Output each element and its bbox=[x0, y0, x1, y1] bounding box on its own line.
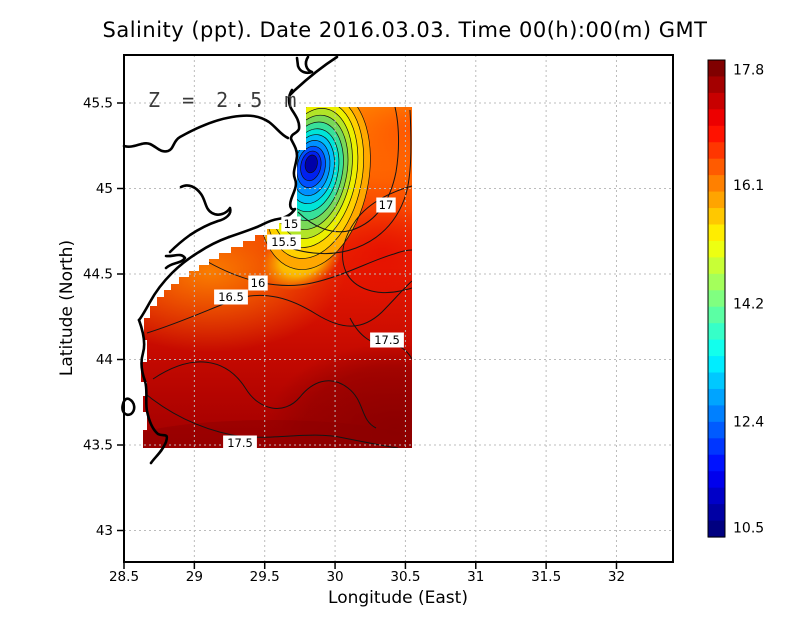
colorbar-band-8 bbox=[708, 191, 725, 209]
coast-islet bbox=[295, 55, 314, 75]
x-tick-label-29: 29 bbox=[186, 569, 203, 585]
colorbar-band-22 bbox=[708, 421, 725, 439]
contour-label-box-6 bbox=[223, 435, 257, 451]
contour-label-3: 16.5 bbox=[218, 290, 244, 304]
x-tick-label-32: 32 bbox=[608, 569, 625, 585]
y-tick-label-45: 45 bbox=[96, 181, 113, 197]
contour-17.5-lower bbox=[141, 390, 399, 448]
colorbar-band-25 bbox=[708, 471, 725, 489]
y-tick-label-43.5: 43.5 bbox=[83, 438, 113, 454]
colorbar-band-11 bbox=[708, 240, 725, 258]
colorbar-band-21 bbox=[708, 405, 725, 423]
x-axis-title: Longitude (East) bbox=[328, 588, 468, 608]
colorbar-label-10.5: 10.5 bbox=[733, 520, 764, 536]
coast-east-shore bbox=[227, 88, 301, 239]
contour-label-6: 17.5 bbox=[227, 436, 253, 450]
coast-bay-arc bbox=[122, 114, 290, 153]
colorbar-band-28 bbox=[708, 520, 725, 538]
colorbar-bands bbox=[708, 60, 725, 538]
gridlines bbox=[124, 55, 673, 562]
x-tick-label-31.5: 31.5 bbox=[531, 569, 561, 585]
contour-label-0: 15 bbox=[284, 217, 299, 231]
colorbar-border bbox=[707, 59, 726, 538]
colorbar: 17.8 16.1 14.2 12.4 10.5 bbox=[707, 59, 764, 538]
colorbar-band-16 bbox=[708, 323, 725, 341]
contour-label-box-4 bbox=[376, 197, 396, 213]
contour-labels: 15 15.5 16 16.5 17 17.5 17.5 bbox=[214, 197, 404, 451]
contour-15.5 bbox=[269, 109, 412, 255]
contour-label-box-5 bbox=[370, 332, 404, 348]
colorbar-band-24 bbox=[708, 454, 725, 472]
coastline bbox=[121, 55, 339, 465]
contour-17 bbox=[342, 185, 412, 294]
colorbar-band-23 bbox=[708, 438, 725, 456]
coast-delta-edge bbox=[137, 235, 231, 322]
colorbar-band-27 bbox=[708, 504, 725, 522]
y-tick-label-44: 44 bbox=[96, 352, 113, 368]
y-tick-label-44.5: 44.5 bbox=[83, 267, 113, 283]
colorbar-band-17 bbox=[708, 339, 725, 357]
contour-label-2: 16 bbox=[251, 276, 266, 290]
colorbar-band-5 bbox=[708, 142, 725, 160]
colorbar-band-12 bbox=[708, 257, 725, 275]
contour-unlabeled-wave bbox=[152, 361, 377, 429]
colorbar-band-10 bbox=[708, 224, 725, 242]
contour-label-box-2 bbox=[248, 275, 268, 291]
contour-label-box-1 bbox=[267, 234, 301, 250]
coast-delta-branch bbox=[168, 184, 232, 254]
colorbar-band-14 bbox=[708, 290, 725, 308]
colorbar-label-16.1: 16.1 bbox=[733, 178, 764, 194]
y-axis-title: Latitude (North) bbox=[57, 240, 77, 376]
contour-label-1: 15.5 bbox=[271, 235, 297, 249]
colorbar-band-6 bbox=[708, 158, 725, 176]
colorbar-band-20 bbox=[708, 388, 725, 407]
colorbar-label-12.4: 12.4 bbox=[733, 415, 764, 431]
axis-ticks: 28.5 29 29.5 30 30.5 31 31.5 32 43 43.5 44 44.5 45 45… bbox=[83, 96, 625, 586]
colorbar-band-13 bbox=[708, 273, 725, 291]
colorbar-band-7 bbox=[708, 175, 725, 193]
x-tick-label-29.5: 29.5 bbox=[250, 569, 280, 585]
depth-annotation: Z = 2.5 m bbox=[148, 88, 301, 112]
colorbar-band-18 bbox=[708, 356, 725, 374]
colorbar-band-1 bbox=[708, 76, 725, 94]
contour-label-4: 17 bbox=[379, 198, 394, 212]
colorbar-band-2 bbox=[708, 92, 725, 110]
coast-south-shore bbox=[137, 318, 169, 465]
high-salinity-maroon-patch bbox=[265, 343, 412, 448]
x-tick-label-30: 30 bbox=[326, 569, 343, 585]
plot-frame bbox=[123, 54, 674, 563]
colorbar-band-19 bbox=[708, 372, 725, 390]
contour-label-5: 17.5 bbox=[374, 333, 400, 347]
x-tick-label-31: 31 bbox=[467, 569, 484, 585]
bottom-maroon-band bbox=[141, 420, 412, 448]
colorbar-band-26 bbox=[708, 487, 725, 505]
colorbar-label-17.8: 17.8 bbox=[733, 63, 764, 79]
coast-spit bbox=[288, 55, 339, 97]
colorbar-label-14.2: 14.2 bbox=[733, 296, 764, 312]
colorbar-band-3 bbox=[708, 109, 725, 127]
colorbar-band-0 bbox=[708, 60, 725, 78]
figure-title: Salinity (ppt). Date 2016.03.03. Time 00… bbox=[103, 18, 708, 42]
x-tick-label-28.5: 28.5 bbox=[109, 569, 139, 585]
x-tick-label-30.5: 30.5 bbox=[390, 569, 420, 585]
y-tick-label-45.5: 45.5 bbox=[83, 96, 113, 112]
colorbar-band-15 bbox=[708, 306, 725, 324]
contour-label-box-3 bbox=[214, 289, 248, 305]
y-tick-label-43: 43 bbox=[96, 523, 113, 539]
contour-label-box-0 bbox=[281, 216, 301, 232]
coast-delta-branchlet bbox=[164, 253, 187, 270]
colorbar-band-9 bbox=[708, 208, 725, 226]
colorbar-band-4 bbox=[708, 125, 725, 143]
colorbar-tick-labels: 17.8 16.1 14.2 12.4 10.5 bbox=[733, 63, 764, 537]
contour-16.5 bbox=[146, 280, 412, 334]
